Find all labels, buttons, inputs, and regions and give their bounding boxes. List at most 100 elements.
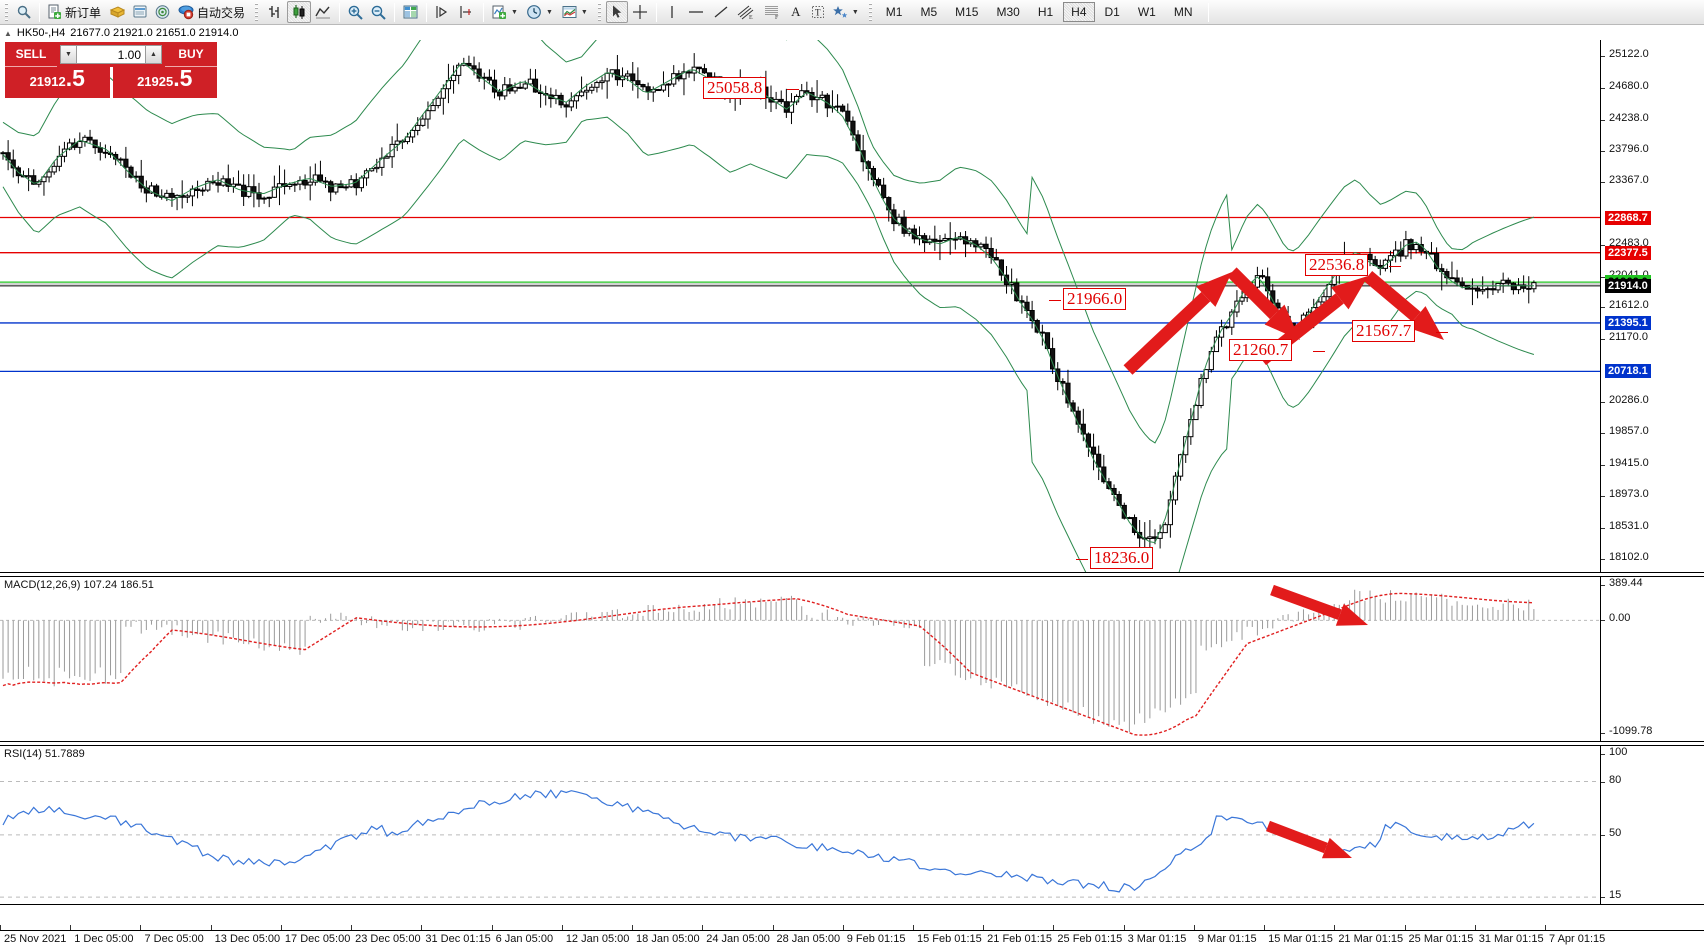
toolbar-grip-2[interactable] bbox=[253, 2, 261, 22]
time-axis-label: 15 Feb 01:15 bbox=[916, 933, 982, 945]
new-order-button[interactable]: 新订单 bbox=[44, 1, 106, 23]
text-label-button[interactable]: T bbox=[807, 1, 829, 23]
bollinger-band-lower bbox=[2, 116, 1535, 572]
candlestick-series bbox=[0, 53, 1537, 557]
time-axis-label: 25 Mar 01:15 bbox=[1408, 933, 1474, 945]
chart-area[interactable]: 25122.0 24680.0 24238.0 23796.0 23367.0 22483… bbox=[0, 40, 1704, 930]
bar-chart-icon[interactable] bbox=[263, 1, 287, 23]
macd-plot[interactable]: MACD(12,26,9) 107.24 186.51 bbox=[0, 577, 1600, 741]
chevron-down-icon[interactable]: ▼ bbox=[511, 8, 518, 16]
sell-price-int: 21912 bbox=[29, 74, 66, 89]
chart-annotation-swing-low-4[interactable]: 21567.7 bbox=[1352, 320, 1416, 342]
chevron-down-icon-4[interactable]: ▼ bbox=[851, 8, 859, 16]
chevron-down-icon-2[interactable]: ▼ bbox=[545, 8, 553, 16]
equidistant-channel-button[interactable]: E bbox=[733, 1, 759, 23]
time-axis-label: 9 Feb 01:15 bbox=[846, 933, 906, 945]
annotation-leader bbox=[1436, 332, 1448, 333]
periods-button[interactable]: ▼ bbox=[523, 1, 558, 23]
volume-input[interactable]: 1.00 bbox=[77, 45, 145, 64]
time-axis-tick bbox=[1264, 925, 1266, 930]
zoom-out-button[interactable] bbox=[367, 1, 390, 23]
find-icon[interactable] bbox=[13, 1, 35, 23]
chart-annotation-swing-high-0[interactable]: 25058.8 bbox=[703, 77, 767, 99]
sell-price[interactable]: 21912 .5 bbox=[5, 67, 110, 98]
text-button[interactable]: A bbox=[791, 4, 801, 19]
sell-button[interactable]: SELL bbox=[5, 42, 57, 67]
price-level-label-last-price[interactable]: 21914.0 bbox=[1605, 278, 1651, 293]
chart-annotation-swing-low-3[interactable]: 21260.7 bbox=[1229, 339, 1293, 361]
time-axis-label: 13 Dec 05:00 bbox=[214, 933, 281, 945]
templates-button[interactable]: ▼ bbox=[558, 1, 593, 23]
chevron-down-icon-3[interactable]: ▼ bbox=[580, 8, 588, 16]
price-level-label-support[interactable]: 21395.1 bbox=[1605, 315, 1651, 330]
price-level-label-support[interactable]: 20718.1 bbox=[1605, 364, 1651, 379]
timeframe-group: M1 M5 M15 M30 H1 H4 D1 W1 MN bbox=[877, 2, 1202, 22]
rsi-scale[interactable]: 100 80 50 15 bbox=[1600, 746, 1704, 904]
chart-annotation-level-1[interactable]: 21966.0 bbox=[1063, 288, 1127, 310]
chart-shift-button[interactable] bbox=[455, 1, 479, 23]
chart-bottom-border bbox=[0, 930, 1704, 931]
price-plot[interactable] bbox=[0, 40, 1600, 572]
buy-price[interactable]: 21925 .5 bbox=[112, 67, 217, 98]
wallet-icon[interactable] bbox=[106, 1, 129, 23]
timeframe-w1[interactable]: W1 bbox=[1137, 5, 1156, 19]
auto-trading-button[interactable]: 自动交易 bbox=[174, 1, 250, 23]
toolbar-separator-3 bbox=[394, 2, 396, 22]
price-level-label-resistance[interactable]: 22868.7 bbox=[1605, 210, 1651, 225]
volume-increase-button[interactable]: ▲ bbox=[145, 45, 162, 64]
time-axis-tick bbox=[1053, 925, 1055, 930]
macd-pane[interactable]: MACD(12,26,9) 107.24 186.51 389.44 0.00 -1… bbox=[0, 576, 1704, 742]
timeframe-mn[interactable]: MN bbox=[1173, 5, 1193, 19]
fibonacci-retracement-button[interactable]: F bbox=[759, 1, 785, 23]
time-axis-label: 28 Jan 05:00 bbox=[776, 933, 841, 945]
macd-scale[interactable]: 389.44 0.00 -1099.78 bbox=[1600, 577, 1704, 741]
trendline-button[interactable] bbox=[709, 1, 733, 23]
horizontal-line-button[interactable] bbox=[683, 1, 709, 23]
timeframe-h4[interactable]: H4 bbox=[1063, 2, 1095, 22]
time-axis-label: 7 Dec 05:00 bbox=[144, 933, 204, 945]
toolbar-grip-4[interactable] bbox=[866, 2, 874, 22]
timeframe-h1[interactable]: H1 bbox=[1037, 5, 1054, 19]
chart-annotation-swing-high-2[interactable]: 22536.8 bbox=[1305, 254, 1369, 276]
svg-text:E: E bbox=[749, 15, 753, 20]
tile-windows-button[interactable] bbox=[399, 1, 422, 23]
signals-icon[interactable] bbox=[151, 1, 174, 23]
candlestick-chart-icon[interactable] bbox=[287, 1, 312, 23]
crosshair-button[interactable] bbox=[628, 1, 652, 23]
collapse-triangle-icon[interactable]: ▲ bbox=[4, 28, 12, 38]
time-axis-label: 21 Feb 01:15 bbox=[987, 933, 1053, 945]
indicators-button[interactable]: ▼ bbox=[488, 1, 523, 23]
time-axis: 25 Nov 2021 1 Dec 05:00 7 Dec 05:00 13 Dec … bbox=[0, 925, 1704, 949]
timeframe-m30[interactable]: M30 bbox=[996, 5, 1020, 19]
price-level-label-resistance[interactable]: 22377.5 bbox=[1605, 245, 1651, 260]
time-axis-tick bbox=[491, 925, 493, 930]
zoom-in-button[interactable] bbox=[344, 1, 367, 23]
timeframe-m1[interactable]: M1 bbox=[885, 5, 903, 19]
time-axis-tick bbox=[1123, 925, 1125, 930]
terminal-icon[interactable] bbox=[129, 1, 151, 23]
line-chart-icon[interactable] bbox=[311, 1, 335, 23]
time-axis-tick bbox=[140, 925, 142, 930]
rsi-plot[interactable]: RSI(14) 51.7889 bbox=[0, 746, 1600, 904]
price-pane[interactable]: 25122.0 24680.0 24238.0 23796.0 23367.0 22483… bbox=[0, 40, 1704, 573]
time-axis-label: 9 Mar 01:15 bbox=[1197, 933, 1257, 945]
cursor-button[interactable] bbox=[605, 1, 628, 23]
time-axis-label: 17 Dec 05:00 bbox=[284, 933, 351, 945]
rsi-pane[interactable]: RSI(14) 51.7889 100 80 50 15 bbox=[0, 745, 1704, 905]
new-order-label: 新订单 bbox=[65, 5, 102, 20]
toolbar-grip[interactable] bbox=[3, 2, 10, 22]
buy-button[interactable]: BUY bbox=[165, 42, 217, 67]
volume-decrease-button[interactable]: ▼ bbox=[60, 45, 77, 64]
annotation-leader bbox=[787, 89, 799, 90]
timeframe-m5[interactable]: M5 bbox=[920, 5, 938, 19]
timeframe-d1[interactable]: D1 bbox=[1104, 5, 1120, 19]
vertical-line-button[interactable] bbox=[661, 1, 683, 23]
rsi-line bbox=[2, 789, 1535, 893]
toolbar-grip-3[interactable] bbox=[595, 2, 603, 22]
annotation-leader bbox=[1049, 300, 1061, 301]
chart-annotation-swing-low-5[interactable]: 18236.0 bbox=[1090, 547, 1154, 569]
timeframe-m15[interactable]: M15 bbox=[955, 5, 979, 19]
auto-scroll-button[interactable] bbox=[431, 1, 455, 23]
price-scale[interactable]: 25122.0 24680.0 24238.0 23796.0 23367.0 22483… bbox=[1600, 40, 1704, 572]
shapes-button[interactable]: ▼ bbox=[829, 1, 864, 23]
